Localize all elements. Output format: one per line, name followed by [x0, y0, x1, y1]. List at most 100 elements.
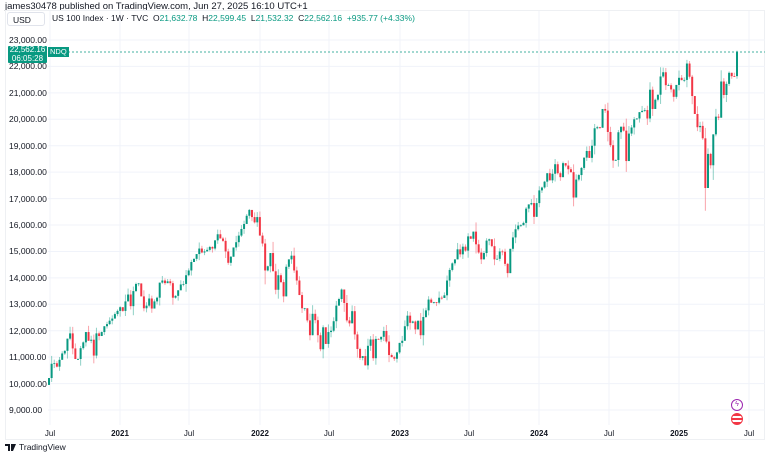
high-label: H [202, 13, 209, 23]
candle [232, 247, 235, 257]
candle [488, 238, 491, 246]
time-tick-label: Jul [743, 429, 755, 438]
candle-body [617, 132, 620, 160]
symbol-title[interactable]: US 100 Index · 1W · TVC [52, 13, 149, 23]
candle [469, 235, 472, 239]
candle-body [187, 270, 190, 276]
candle [678, 70, 681, 91]
candle-body [395, 352, 398, 359]
candle [298, 276, 301, 296]
candle-body [132, 291, 135, 307]
candle [448, 267, 451, 287]
candle [377, 338, 380, 340]
candle [646, 105, 649, 125]
candle [140, 283, 143, 297]
candle-body [488, 239, 491, 241]
candle [572, 164, 575, 207]
time-tick-label: 2022 [251, 429, 269, 438]
us-flag-icon[interactable] [731, 413, 743, 425]
candle [667, 83, 670, 86]
candle-body [730, 72, 733, 77]
candle [174, 295, 177, 299]
candle-body [638, 112, 641, 119]
candle [264, 238, 267, 285]
candle-body [290, 255, 293, 260]
candle [598, 126, 601, 130]
candle [585, 146, 588, 162]
candle [314, 309, 317, 324]
candle [654, 98, 657, 109]
candle-body [601, 108, 604, 128]
currency-button[interactable]: USD [7, 12, 45, 26]
candle-body [359, 348, 362, 358]
candle-body [591, 145, 594, 158]
candle-body [424, 310, 427, 317]
candle-body [390, 355, 393, 358]
tradingview-logo[interactable]: TradingView [5, 442, 66, 452]
candle-body [714, 116, 717, 135]
candle-body [498, 251, 501, 259]
candle [451, 262, 454, 272]
candle [440, 295, 443, 300]
candle-body [190, 262, 193, 271]
candle [266, 265, 269, 272]
candle-body [667, 85, 670, 86]
candle [124, 294, 127, 317]
candle [79, 345, 82, 366]
candle [651, 86, 654, 116]
candle [656, 94, 659, 102]
candle [116, 309, 119, 317]
candle-body [343, 289, 346, 303]
price-tick-label: 14,000.00 [9, 272, 47, 283]
candle-body [472, 231, 475, 239]
candle [253, 212, 256, 224]
candle-body [654, 99, 657, 109]
candle [401, 335, 404, 347]
candle-body [227, 251, 230, 263]
price-tick-label: 15,000.00 [9, 246, 47, 257]
open-value: 21,632.78 [159, 13, 198, 23]
candle [272, 241, 275, 272]
candle-body [353, 311, 356, 335]
candle [337, 297, 340, 306]
candle [256, 212, 259, 227]
candle-body [469, 236, 472, 239]
candle-body [662, 72, 665, 77]
candle-body [664, 72, 667, 86]
candle [100, 331, 103, 337]
candle [411, 320, 414, 324]
candle [575, 174, 578, 198]
candle-body [509, 248, 512, 274]
candle [113, 312, 116, 319]
candle [622, 122, 625, 132]
candle-body [243, 223, 246, 229]
candle [596, 125, 599, 130]
candle [670, 83, 673, 93]
candle-body [670, 85, 673, 90]
candle-body [224, 240, 227, 252]
candle-body [92, 339, 95, 356]
candle [472, 231, 475, 242]
candle-body [179, 284, 182, 291]
candle-body [113, 314, 116, 319]
candle-body [295, 270, 298, 281]
candle [50, 355, 53, 382]
candle [593, 123, 596, 155]
candle [258, 211, 261, 236]
candle [696, 106, 699, 132]
candle-body [285, 266, 288, 297]
candle [182, 280, 185, 287]
candle [435, 302, 438, 307]
candle-body [606, 110, 609, 132]
candle [121, 307, 124, 312]
candle-body [635, 118, 638, 120]
candle-body [256, 217, 259, 223]
candle-body [298, 280, 301, 296]
candle-body [704, 138, 707, 189]
candle [361, 356, 364, 361]
high-value: 22,599.45 [208, 13, 247, 23]
lightning-icon[interactable]: ϟ [731, 399, 743, 411]
candle [71, 326, 74, 355]
candle [351, 305, 354, 324]
